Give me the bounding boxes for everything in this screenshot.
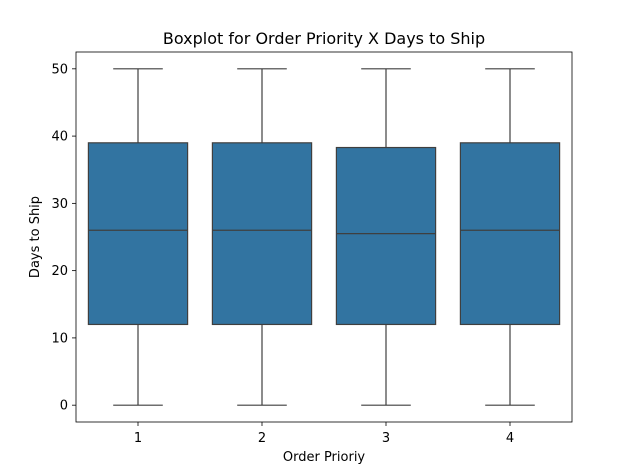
x-tick-label: 4 (506, 431, 514, 446)
x-axis: 1 2 3 4 (134, 422, 514, 446)
chart-title: Boxplot for Order Priority X Days to Shi… (163, 29, 485, 48)
box-group-2 (211, 68, 313, 406)
y-tick-label: 10 (51, 331, 68, 346)
y-tick-label: 0 (60, 399, 68, 414)
box-group-3 (335, 68, 437, 406)
boxes-layer (87, 68, 561, 406)
box-iqr (87, 142, 189, 326)
y-tick-label: 50 (51, 62, 68, 77)
y-tick-label: 30 (51, 197, 68, 212)
box-group-1 (87, 68, 189, 406)
box-iqr (211, 142, 313, 326)
y-tick-label: 20 (51, 264, 68, 279)
box-iqr (335, 146, 437, 326)
x-tick-label: 1 (134, 431, 142, 446)
x-tick-label: 3 (382, 431, 390, 446)
x-axis-label: Order Prioriy (283, 450, 366, 465)
box-group-4 (459, 68, 561, 406)
x-tick-label: 2 (258, 431, 266, 446)
y-tick-label: 40 (51, 130, 68, 145)
y-axis-label: Days to Ship (28, 196, 43, 278)
box-iqr (459, 142, 561, 326)
y-axis: 0 10 20 30 40 50 (51, 62, 76, 414)
